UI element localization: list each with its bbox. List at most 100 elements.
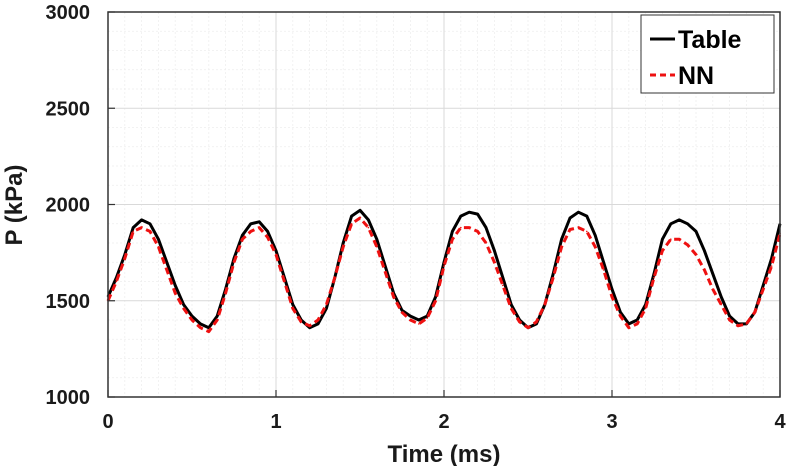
data-point-nn bbox=[132, 230, 134, 233]
data-point-nn bbox=[678, 238, 680, 240]
data-point-table bbox=[350, 215, 353, 217]
data-point-nn bbox=[401, 311, 403, 314]
data-point-nn bbox=[199, 326, 202, 329]
data-point-nn bbox=[485, 242, 487, 244]
data-point-table bbox=[594, 234, 596, 237]
data-point-nn bbox=[191, 319, 193, 321]
data-point-nn bbox=[384, 271, 387, 273]
axis-ticks bbox=[107, 11, 781, 398]
data-point-nn bbox=[359, 217, 361, 219]
data-point-nn bbox=[527, 326, 529, 329]
data-point-nn bbox=[409, 319, 412, 321]
data-point-table bbox=[174, 284, 176, 287]
data-point-nn bbox=[350, 223, 353, 225]
data-point-nn bbox=[703, 269, 706, 271]
data-point-nn bbox=[594, 246, 596, 248]
data-point-table bbox=[132, 226, 134, 229]
data-point-nn bbox=[258, 226, 261, 229]
data-point-nn bbox=[518, 321, 521, 323]
data-point-nn bbox=[376, 246, 378, 248]
data-point-table bbox=[451, 230, 454, 233]
data-point-table bbox=[258, 221, 261, 223]
data-point-nn bbox=[241, 238, 244, 240]
data-point-nn bbox=[720, 303, 722, 306]
data-point-nn bbox=[115, 280, 118, 283]
data-point-nn bbox=[686, 244, 689, 246]
data-point-nn bbox=[426, 317, 429, 319]
y-tick-label: 2000 bbox=[46, 195, 91, 217]
data-point-nn bbox=[628, 326, 630, 329]
data-point-nn bbox=[770, 265, 773, 267]
data-point-nn bbox=[434, 300, 437, 302]
x-tick-label: 4 bbox=[774, 411, 786, 433]
data-point-table bbox=[292, 303, 294, 306]
data-point-nn bbox=[653, 276, 655, 279]
data-point-table bbox=[611, 288, 613, 291]
x-tick-labels: 0 1 2 3 4 bbox=[102, 411, 786, 433]
data-point-nn bbox=[611, 296, 613, 298]
data-point-table bbox=[712, 273, 714, 275]
major-grid bbox=[108, 12, 780, 397]
data-point-nn bbox=[712, 288, 714, 291]
data-point-table bbox=[670, 223, 672, 225]
data-point-table bbox=[703, 249, 706, 252]
data-point-table bbox=[418, 319, 420, 321]
data-point-table bbox=[552, 273, 554, 275]
x-axis-label: Time (ms) bbox=[388, 441, 501, 466]
data-point-table bbox=[476, 213, 479, 215]
data-point-nn bbox=[502, 284, 504, 287]
data-point-table bbox=[468, 211, 471, 213]
data-point-nn bbox=[586, 230, 588, 233]
data-point-nn bbox=[182, 307, 185, 310]
data-point-nn bbox=[317, 319, 319, 321]
data-point-table bbox=[434, 296, 437, 298]
data-point-table bbox=[628, 323, 630, 325]
data-point-nn bbox=[157, 246, 160, 248]
data-point-nn bbox=[644, 307, 647, 310]
data-point-nn bbox=[275, 253, 277, 256]
data-point-nn bbox=[762, 288, 764, 291]
data-point-table bbox=[182, 303, 185, 306]
legend-box bbox=[640, 14, 775, 94]
data-point-nn bbox=[535, 321, 538, 323]
data-point-table bbox=[342, 242, 345, 244]
series-layer bbox=[106, 208, 782, 334]
y-tick-label: 1500 bbox=[46, 291, 91, 313]
data-point-nn bbox=[695, 253, 697, 256]
data-point-table bbox=[586, 215, 588, 217]
data-point-nn bbox=[560, 246, 563, 248]
data-point-table bbox=[376, 238, 378, 240]
data-point-table bbox=[308, 326, 311, 329]
series-line-nn bbox=[106, 216, 782, 334]
data-point-nn bbox=[266, 236, 269, 238]
data-point-nn bbox=[476, 230, 479, 233]
data-point-nn bbox=[451, 238, 454, 240]
data-point-nn bbox=[283, 280, 286, 283]
data-point-nn bbox=[392, 296, 395, 298]
legend-label-table: Table bbox=[678, 26, 742, 54]
data-point-nn bbox=[745, 323, 748, 325]
data-point-nn bbox=[737, 325, 739, 327]
data-point-nn bbox=[544, 303, 546, 306]
y-tick-label: 3000 bbox=[46, 2, 91, 24]
data-point-table bbox=[577, 211, 580, 213]
data-point-table bbox=[325, 307, 328, 310]
data-point-table bbox=[661, 238, 664, 240]
data-point-table bbox=[728, 315, 731, 317]
x-tick-label: 2 bbox=[438, 411, 449, 433]
data-point-table bbox=[208, 326, 210, 329]
data-point-table bbox=[216, 315, 218, 317]
data-point-table bbox=[686, 223, 689, 225]
data-point-table bbox=[409, 315, 412, 317]
data-point-table bbox=[762, 284, 764, 287]
y-tick-labels: 1000 1500 2000 2500 3000 bbox=[46, 2, 91, 409]
data-point-nn bbox=[493, 261, 496, 264]
data-point-table bbox=[560, 238, 563, 240]
data-point-table bbox=[401, 309, 403, 312]
data-point-nn bbox=[250, 230, 252, 233]
data-point-table bbox=[166, 261, 168, 264]
data-point-table bbox=[241, 234, 244, 237]
data-point-nn bbox=[636, 323, 638, 325]
data-point-table bbox=[191, 315, 193, 317]
data-point-table bbox=[250, 223, 252, 225]
